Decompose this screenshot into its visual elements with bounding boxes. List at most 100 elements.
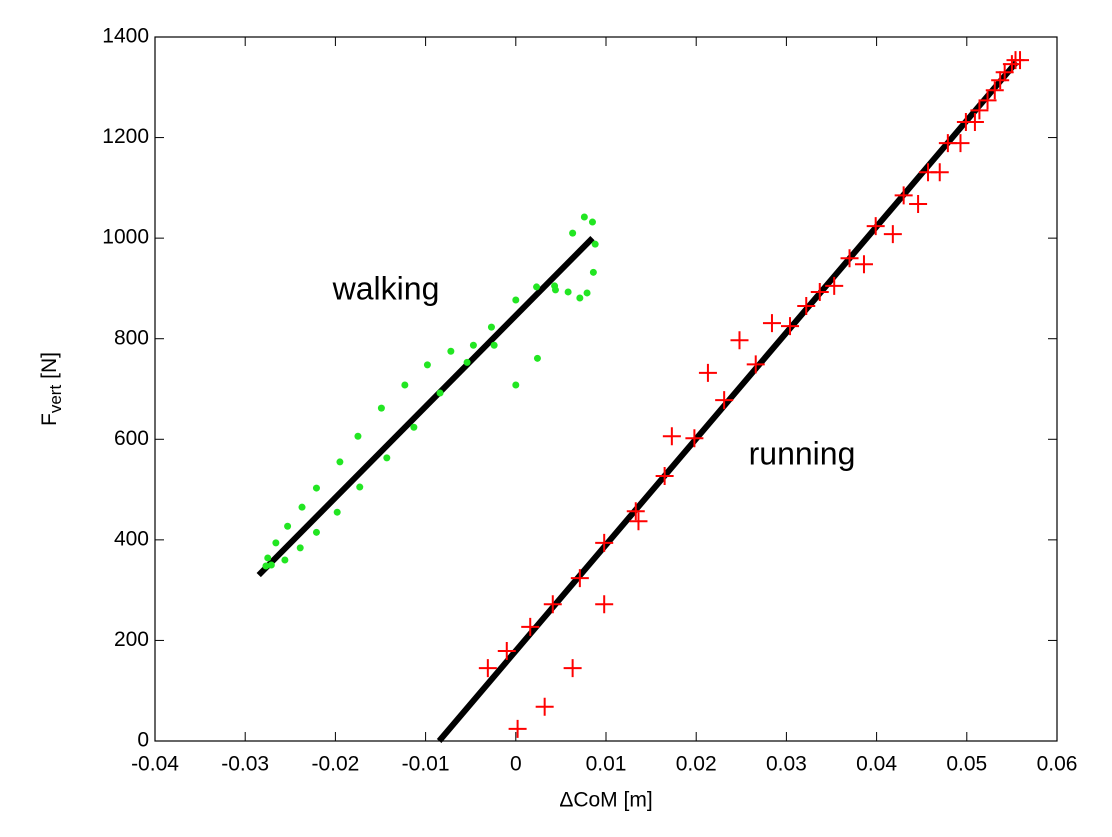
point	[580, 213, 588, 221]
point	[995, 63, 1014, 82]
point	[508, 719, 527, 738]
point	[564, 288, 572, 296]
point	[551, 286, 559, 294]
point	[284, 522, 292, 530]
point	[262, 562, 270, 570]
point	[730, 331, 749, 350]
point	[410, 423, 418, 431]
x-tick-label: 0.04	[856, 753, 897, 776]
y-tick-label: 600	[114, 427, 149, 450]
point	[588, 218, 596, 226]
point	[312, 528, 320, 536]
x-tick-label: 0	[510, 753, 522, 776]
y-tick-label: 1200	[102, 125, 149, 148]
point	[591, 240, 599, 248]
x-axis-label: ΔCoM [m]	[559, 789, 652, 812]
y-tick-label: 200	[114, 628, 149, 651]
point	[296, 544, 304, 552]
point	[570, 569, 589, 588]
y-tick-label: 1000	[102, 226, 149, 249]
point	[970, 101, 989, 120]
point	[866, 217, 885, 236]
point	[595, 595, 614, 614]
x-tick-label: 0.06	[1037, 753, 1078, 776]
point	[264, 554, 272, 562]
point	[533, 354, 541, 362]
point	[854, 255, 873, 274]
point	[840, 249, 859, 268]
point	[589, 268, 597, 276]
point	[383, 454, 391, 462]
point	[497, 641, 516, 660]
point	[469, 341, 477, 349]
point	[629, 512, 648, 531]
point	[436, 389, 444, 397]
point	[746, 355, 765, 374]
point	[312, 484, 320, 492]
fit-line	[436, 60, 1019, 743]
point	[715, 391, 734, 410]
point	[272, 539, 280, 547]
y-tick-label: 800	[114, 326, 149, 349]
point	[951, 134, 970, 153]
y-tick-label: 400	[114, 527, 149, 550]
x-tick-label: 0.03	[766, 753, 807, 776]
point	[333, 508, 341, 516]
point	[797, 297, 816, 316]
x-tick-label: -0.02	[311, 753, 359, 776]
point	[930, 163, 949, 182]
point	[894, 186, 913, 205]
point	[354, 432, 362, 440]
point	[463, 358, 471, 366]
point	[512, 296, 520, 304]
point	[626, 502, 645, 521]
point	[662, 427, 681, 446]
point	[336, 458, 344, 466]
point	[762, 314, 781, 333]
point	[535, 697, 554, 716]
x-tick-label: 0.02	[676, 753, 717, 776]
x-tick-label: -0.01	[402, 753, 450, 776]
point	[401, 381, 409, 389]
x-tick-label: -0.03	[221, 753, 269, 776]
point	[595, 533, 614, 552]
point	[991, 71, 1010, 90]
point	[512, 381, 520, 389]
point	[781, 317, 800, 336]
point	[576, 294, 584, 302]
point	[909, 194, 928, 213]
x-tick-label: 0.01	[586, 753, 627, 776]
point	[423, 361, 431, 369]
point	[521, 617, 540, 636]
annotation: walking	[332, 270, 440, 306]
point	[583, 289, 591, 297]
point	[298, 503, 306, 511]
point	[685, 429, 704, 448]
plot-frame	[154, 36, 1058, 742]
point	[810, 282, 829, 301]
point	[978, 91, 997, 110]
point	[1011, 51, 1030, 70]
y-label-main: F	[38, 413, 61, 426]
point	[447, 347, 455, 355]
point	[655, 466, 674, 485]
point	[356, 483, 364, 491]
y-tick-label: 1400	[102, 25, 149, 48]
point	[569, 229, 577, 237]
y-tick-label: 0	[137, 729, 149, 752]
fit-line	[256, 236, 595, 578]
point	[487, 323, 495, 331]
point	[478, 659, 497, 678]
point	[883, 225, 902, 244]
point	[1002, 55, 1021, 74]
point	[281, 556, 289, 564]
point	[563, 659, 582, 678]
point	[543, 595, 562, 614]
point	[965, 112, 984, 131]
x-tick-label: -0.04	[131, 753, 179, 776]
point	[267, 561, 275, 569]
point	[985, 81, 1004, 100]
y-label-subscript: vert	[46, 385, 65, 414]
